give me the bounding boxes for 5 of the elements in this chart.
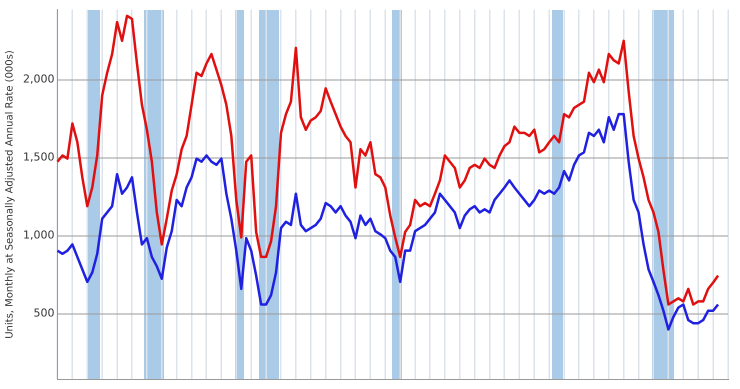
- y-tick-label: 1,000: [22, 228, 54, 242]
- y-axis-title: Units, Monthly at Seasonally Adjusted Annual Rate (000s): [4, 50, 16, 339]
- y-tick-label: 2,000: [22, 72, 54, 86]
- y-tick-label: 500: [33, 306, 54, 320]
- y-tick-label: 1,500: [22, 150, 54, 164]
